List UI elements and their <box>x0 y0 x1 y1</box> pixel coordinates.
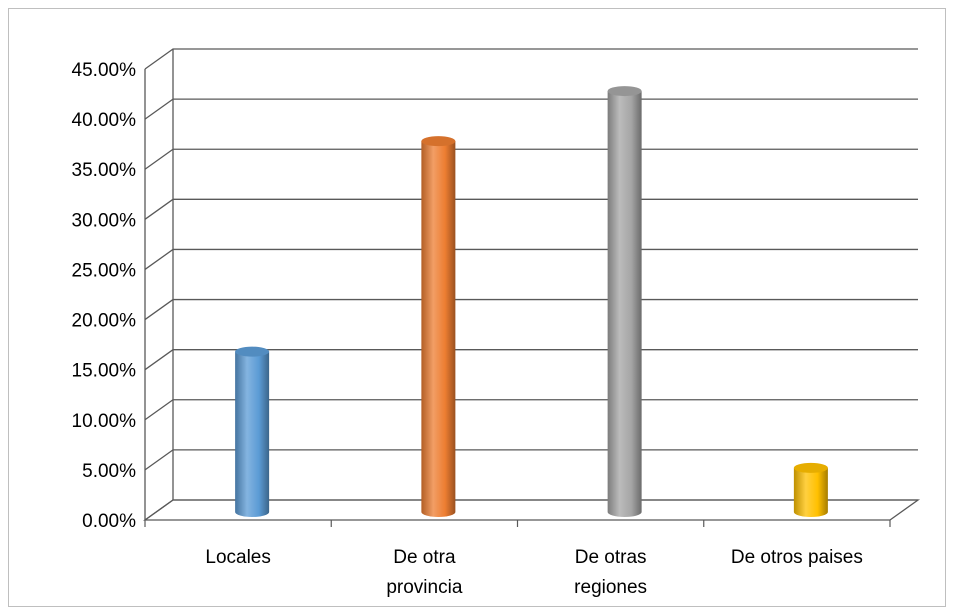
bar-body <box>235 351 270 517</box>
y-tick-label: 5.00% <box>82 461 136 482</box>
y-tick-label: 30.00% <box>72 210 137 231</box>
y-tick-label: 10.00% <box>72 411 137 432</box>
bar-top <box>235 346 270 357</box>
bar <box>421 136 456 517</box>
y-tick-label: 20.00% <box>72 311 137 332</box>
bar-top <box>793 462 828 473</box>
gridline <box>144 248 918 270</box>
gridline <box>144 98 918 120</box>
chart-floor <box>142 499 921 521</box>
label-layer: 0.00% 5.00% 10.00% 15.00% 20.00% 25.00% 30.00%… <box>72 60 863 598</box>
x-category-label: De otros paises <box>731 547 863 568</box>
bar-body <box>421 141 456 517</box>
chart-frame <box>8 8 946 607</box>
gridline <box>144 298 918 321</box>
y-tick-label: 15.00% <box>72 361 137 382</box>
y-tick-label: 25.00% <box>72 260 137 281</box>
bar <box>793 462 828 517</box>
bar-body <box>793 467 828 517</box>
y-tick-label: 40.00% <box>72 110 137 131</box>
gridline <box>144 198 918 220</box>
axis-layer <box>142 49 921 527</box>
bar-layer <box>235 86 828 518</box>
y-tick-label: 35.00% <box>72 160 137 181</box>
bar <box>235 346 270 517</box>
gridline <box>144 148 918 170</box>
x-category-label: De otra provincia <box>386 547 462 598</box>
bar-body <box>607 91 642 518</box>
x-category-label: De otras regiones <box>574 547 647 598</box>
bar-top <box>607 86 642 97</box>
x-category-label: Locales <box>205 547 271 568</box>
gridline <box>144 48 918 70</box>
bar-top <box>421 136 456 147</box>
bar <box>607 86 642 518</box>
y-tick-label: 0.00% <box>82 511 136 532</box>
y-tick-label: 45.00% <box>72 60 137 81</box>
